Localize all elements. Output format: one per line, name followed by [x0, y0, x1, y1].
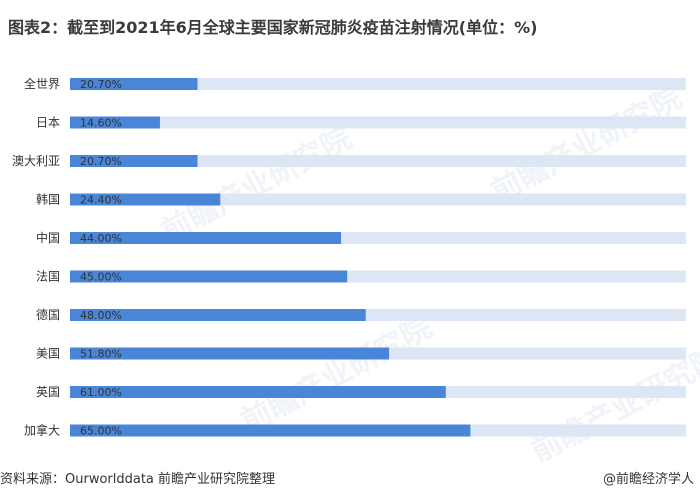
- chart-title: 图表2：截至到2021年6月全球主要国家新冠肺炎疫苗注射情况(单位：%): [8, 18, 538, 37]
- category-label: 英国: [36, 385, 60, 399]
- bar: [70, 78, 198, 90]
- bar: [70, 309, 366, 321]
- category-label: 加拿大: [24, 423, 60, 438]
- bar: [70, 270, 348, 283]
- category-label: 澳大利亚: [12, 154, 60, 168]
- bar-track: [70, 78, 686, 90]
- category-label: 德国: [36, 307, 60, 322]
- bar-track: [70, 193, 686, 206]
- bar: [70, 424, 471, 437]
- bar-chart-svg: 全世界 20.70% 日本 14.60% 澳大利亚 20.70% 韩国 24.40% 中国 44.…: [12, 76, 686, 438]
- bar-track: [70, 155, 686, 167]
- data-label: 51.80%: [80, 348, 122, 361]
- data-label: 61.00%: [80, 386, 122, 399]
- source-note: 资料来源：Ourworlddata 前瞻产业研究院整理: [0, 472, 276, 487]
- data-label: 14.60%: [80, 117, 122, 130]
- data-label: 20.70%: [80, 78, 122, 91]
- category-label: 法国: [36, 270, 60, 284]
- data-label: 48.00%: [80, 309, 122, 322]
- bar: [70, 193, 221, 206]
- data-label: 45.00%: [80, 271, 122, 284]
- category-label: 中国: [36, 230, 60, 245]
- category-label: 全世界: [24, 76, 60, 91]
- bar-chart: 全世界 20.70% 日本 14.60% 澳大利亚 20.70% 韩国 24.40% 中国 44.…: [0, 62, 700, 452]
- data-label: 24.40%: [80, 194, 122, 207]
- data-label: 44.00%: [80, 232, 122, 245]
- bar: [70, 386, 446, 398]
- bar: [70, 116, 160, 129]
- category-label: 日本: [36, 116, 60, 130]
- category-label: 韩国: [36, 192, 60, 207]
- category-label: 美国: [36, 347, 60, 361]
- data-label: 20.70%: [80, 155, 122, 168]
- brand-credit: @前瞻经济学人: [602, 472, 694, 487]
- bar: [70, 155, 198, 167]
- data-label: 65.00%: [80, 425, 122, 438]
- bar: [70, 232, 342, 244]
- bar: [70, 347, 390, 360]
- bar-track: [70, 116, 686, 129]
